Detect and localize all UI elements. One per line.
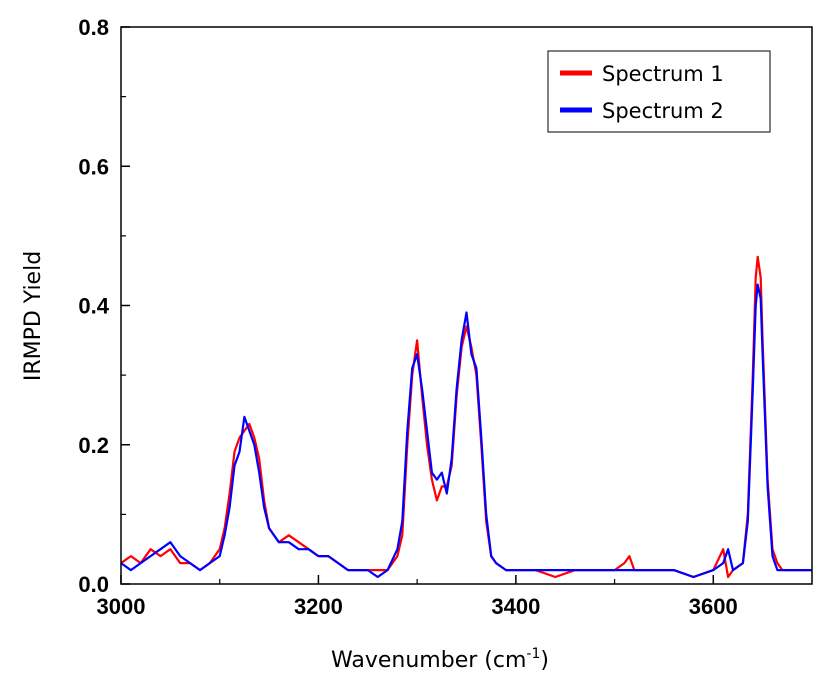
legend: Spectrum 1 Spectrum 2: [547, 50, 771, 133]
legend-label-spectrum-2: Spectrum 2: [602, 99, 724, 123]
y-tick-label: 0.2: [78, 433, 109, 458]
axis-layer: 3000 3200 3400 3600 0.0 0.2 0.4 0.6 0.8: [78, 15, 737, 619]
x-tick-label: 3200: [294, 594, 343, 619]
x-axis-title-close: ): [540, 648, 549, 673]
y-axis-title: IRMPD Yield: [21, 251, 46, 381]
x-tick-label: 3600: [689, 594, 738, 619]
x-axis-title-main: Wavenumber (cm: [331, 648, 526, 673]
y-tick-label: 0.6: [78, 154, 109, 179]
y-tick-label: 0.8: [78, 15, 109, 40]
legend-label-spectrum-1: Spectrum 1: [602, 62, 724, 86]
y-tick-label: 0.4: [78, 294, 109, 319]
legend-box: [547, 50, 771, 133]
x-axis-title-sup: -1: [526, 646, 540, 662]
x-tick-label: 3400: [491, 594, 540, 619]
series-line-2: [120, 283, 812, 579]
x-axis-title: Wavenumber (cm-1): [331, 646, 549, 673]
x-tick-label: 3000: [97, 594, 146, 619]
y-tick-label: 0.0: [78, 572, 109, 597]
series-layer: [120, 255, 812, 579]
